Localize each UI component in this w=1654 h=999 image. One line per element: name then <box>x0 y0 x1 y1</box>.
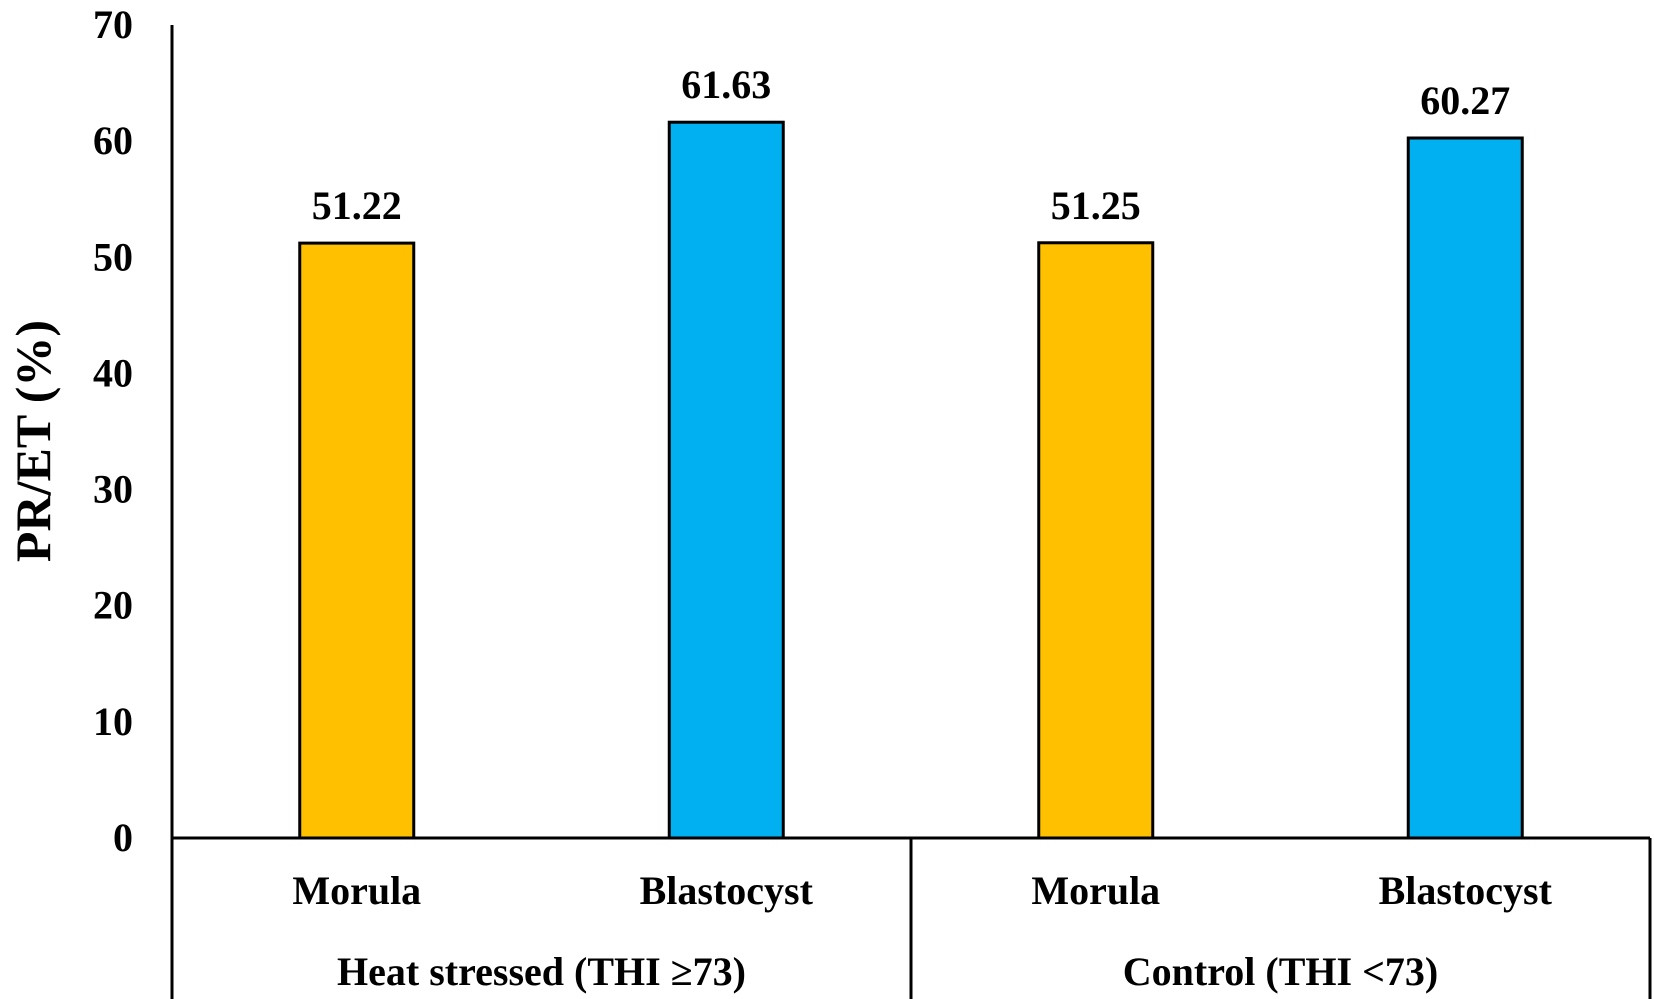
axes <box>170 25 1652 999</box>
bar-morula <box>1037 241 1155 840</box>
category-label: Blastocyst <box>1379 868 1553 913</box>
y-tick-label: 50 <box>93 234 133 279</box>
y-tick-label: 30 <box>93 467 133 512</box>
y-tick-label: 10 <box>93 699 133 744</box>
data-label: 60.27 <box>1420 78 1510 123</box>
category-label: Morula <box>1031 868 1160 913</box>
data-label: 51.22 <box>312 183 402 228</box>
y-tick-label: 40 <box>93 350 133 395</box>
data-label: 51.25 <box>1051 183 1141 228</box>
labels: 51.22 Morula 61.63 Blastocyst 51.25 Morula 60.… <box>292 62 1552 994</box>
y-tick-label: 70 <box>93 2 133 47</box>
y-axis-ticks: 0 10 20 30 40 50 60 70 <box>93 2 133 860</box>
data-label: 61.63 <box>681 62 771 107</box>
group-label: Heat stressed (THI ≥73) <box>337 949 746 994</box>
bars <box>298 120 1524 840</box>
category-label: Blastocyst <box>640 868 814 913</box>
y-tick-label: 20 <box>93 583 133 628</box>
category-label: Morula <box>292 868 421 913</box>
bar-blastocyst <box>667 120 785 840</box>
y-tick-label: 60 <box>93 118 133 163</box>
bar-morula <box>298 241 416 840</box>
group-label: Control (THI <73) <box>1123 949 1438 994</box>
y-axis-title: PR/ET (%) <box>5 320 61 562</box>
bar-blastocyst <box>1406 136 1524 840</box>
y-tick-label: 0 <box>113 815 133 860</box>
